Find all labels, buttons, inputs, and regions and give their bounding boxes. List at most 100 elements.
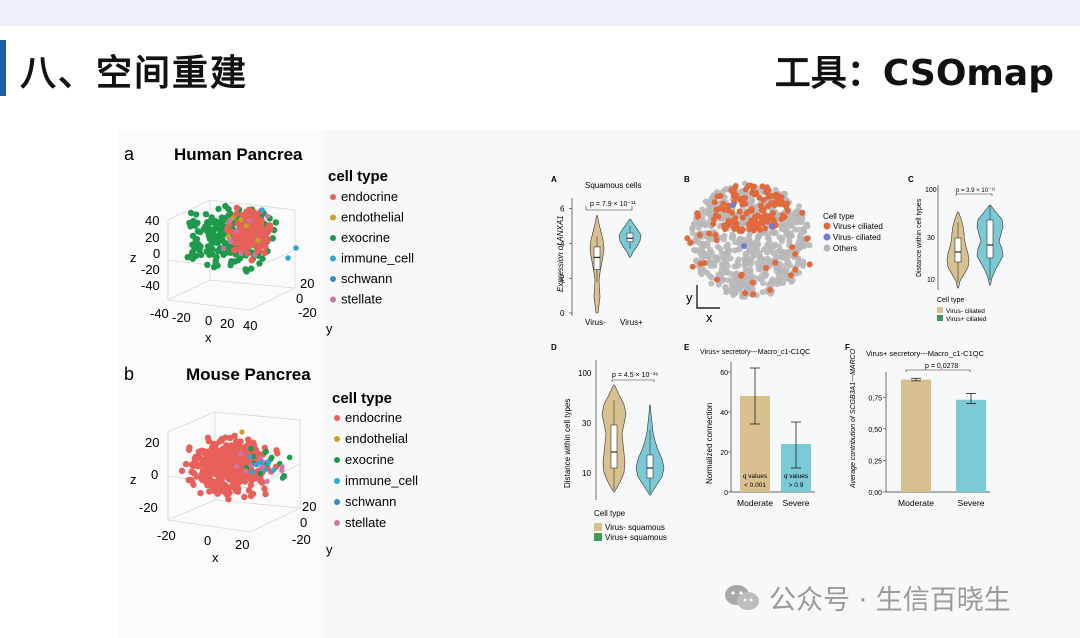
scatter-point-endocrine: [178, 467, 186, 475]
scatter-point-others: [690, 220, 697, 227]
scatter-point-exocrine: [248, 445, 254, 452]
scatter-point-endocrine: [202, 466, 209, 473]
scatter-point-others: [799, 215, 806, 222]
scatter-point-endocrine: [244, 250, 251, 257]
watermark: 公众号 · 生信百晓生: [723, 578, 1011, 617]
pa-x-tick: 0: [205, 313, 212, 328]
scatter-point-endocrine: [202, 475, 210, 483]
scatter-point-others: [720, 188, 727, 195]
scatter-point-others: [697, 266, 704, 273]
scatter-point-endocrine: [256, 246, 263, 254]
scatter-point-others: [720, 236, 727, 243]
scatter-point-endocrine: [222, 442, 230, 449]
legend-swatch: [334, 436, 340, 442]
scatter-point-others: [732, 288, 739, 295]
panel-a: a Human Pancrea z 40 20 0 -20 -40 -40 -2…: [124, 144, 414, 345]
scatter-point-virus-plus-ciliated: [689, 263, 696, 270]
legend-label: endocrine: [341, 189, 398, 204]
scatter-point-virus-plus-ciliated: [750, 291, 757, 298]
scatter-point-others: [787, 262, 794, 269]
bar-severe: [956, 399, 986, 492]
y-tick-label: 60: [720, 370, 728, 377]
y-tick-label: 0: [560, 309, 565, 318]
legend-swatch: [330, 214, 336, 221]
scatter-point-virus-plus-ciliated: [763, 188, 770, 195]
scatter-point-virus-plus-ciliated: [738, 273, 745, 280]
x-tick-label: Severe: [783, 498, 810, 508]
scatter-point-others: [718, 250, 725, 257]
panel-b-ylabel: y: [326, 542, 333, 557]
scatter-point-others: [783, 256, 790, 263]
scatter-point-exocrine: [213, 238, 220, 245]
scatter-point-virus-plus-ciliated: [789, 244, 796, 251]
scatter-point-virus-plus-ciliated: [723, 221, 730, 228]
scatter-point-exocrine: [187, 209, 195, 217]
x-tick-label: Moderate: [737, 498, 773, 508]
scatter-point-virus-plus-ciliated: [757, 226, 764, 233]
panel-C-letter: C: [908, 175, 914, 184]
scatter-point-stellate: [243, 468, 249, 474]
scatter-point-others: [780, 222, 787, 229]
scatter-point-virus-plus-ciliated: [803, 235, 810, 242]
scatter-point-others: [800, 261, 807, 268]
scatter-point-endocrine: [248, 224, 255, 231]
panel-F-pvalue: p = 0,0278: [925, 363, 958, 370]
legend-swatch: [334, 415, 340, 421]
panel-E-ylabel: Normalized connection: [705, 403, 714, 484]
scatter-point-others: [765, 281, 772, 288]
slide-title: 八、空间重建: [20, 53, 249, 94]
scatter-point-others: [723, 258, 730, 265]
scatter-point-exocrine: [193, 211, 200, 218]
scatter-point-endocrine: [201, 459, 209, 467]
panel-B-ylabel: y: [686, 290, 693, 305]
scatter-point-immune-cell: [259, 207, 265, 213]
scatter-point-virus-plus-ciliated: [762, 225, 769, 232]
scatter-point-others: [792, 226, 799, 233]
panel-a-title: Human Pancrea: [174, 145, 303, 164]
pa-z-tick: -40: [141, 278, 160, 293]
box: [954, 237, 962, 263]
scatter-point-endocrine: [205, 453, 212, 460]
scatter-point-virus-plus-ciliated: [773, 191, 780, 198]
panel-D-violins: [601, 384, 665, 496]
scatter-point-endocrine: [245, 436, 252, 443]
panel-b-title: Mouse Pancrea: [186, 365, 311, 384]
scatter-point-others: [750, 274, 757, 281]
panel-b-legend: endocrine endothelial exocrine immune_cells…: [334, 410, 418, 530]
legend-swatch: [594, 523, 602, 531]
scatter-point-others: [772, 241, 779, 248]
scatter-point-exocrine: [210, 219, 218, 226]
scatter-point-others: [708, 280, 715, 287]
legend-swatch: [330, 255, 336, 262]
scatter-point-exocrine: [268, 454, 275, 461]
scatter-point-others: [778, 268, 785, 275]
scatter-point-others: [782, 262, 789, 269]
scatter-point-endocrine: [197, 489, 204, 497]
scatter-point-stellate: [264, 478, 270, 484]
scatter-point-others: [756, 233, 763, 240]
scatter-point-exocrine: [198, 251, 205, 259]
legend-label: exocrine: [345, 452, 394, 467]
scatter-point-exocrine: [209, 229, 216, 236]
legend-label: endothelial: [345, 431, 408, 446]
scatter-point-others: [794, 255, 801, 262]
scatter-point-immune-cell: [293, 245, 299, 251]
scatter-point-others: [776, 234, 783, 241]
panel-a-3d-box: [167, 199, 296, 311]
scatter-point-endocrine: [228, 444, 236, 452]
panel-A-title: Squamous cells: [585, 181, 641, 190]
scatter-point-endocrine: [261, 249, 268, 257]
pC-ytick: 100: [925, 187, 937, 194]
legend-swatch: [330, 296, 336, 303]
legend-label: Virus- ciliated: [946, 308, 985, 315]
scatter-point-endocrine: [215, 449, 223, 456]
scatter-point-stellate: [264, 213, 271, 219]
scatter-point-others: [749, 243, 756, 250]
scatter-point-virus-plus-ciliated: [745, 208, 752, 215]
scatter-point-exocrine: [227, 261, 234, 269]
scatter-point-others: [806, 242, 813, 249]
legend-swatch: [330, 194, 336, 200]
scatter-point-others: [731, 271, 738, 278]
scatter-point-endocrine: [249, 490, 257, 498]
